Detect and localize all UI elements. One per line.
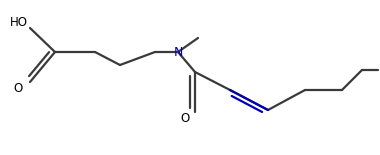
Text: HO: HO [10, 16, 28, 29]
Text: O: O [180, 111, 190, 124]
Text: N: N [173, 46, 183, 58]
Text: O: O [13, 82, 23, 95]
